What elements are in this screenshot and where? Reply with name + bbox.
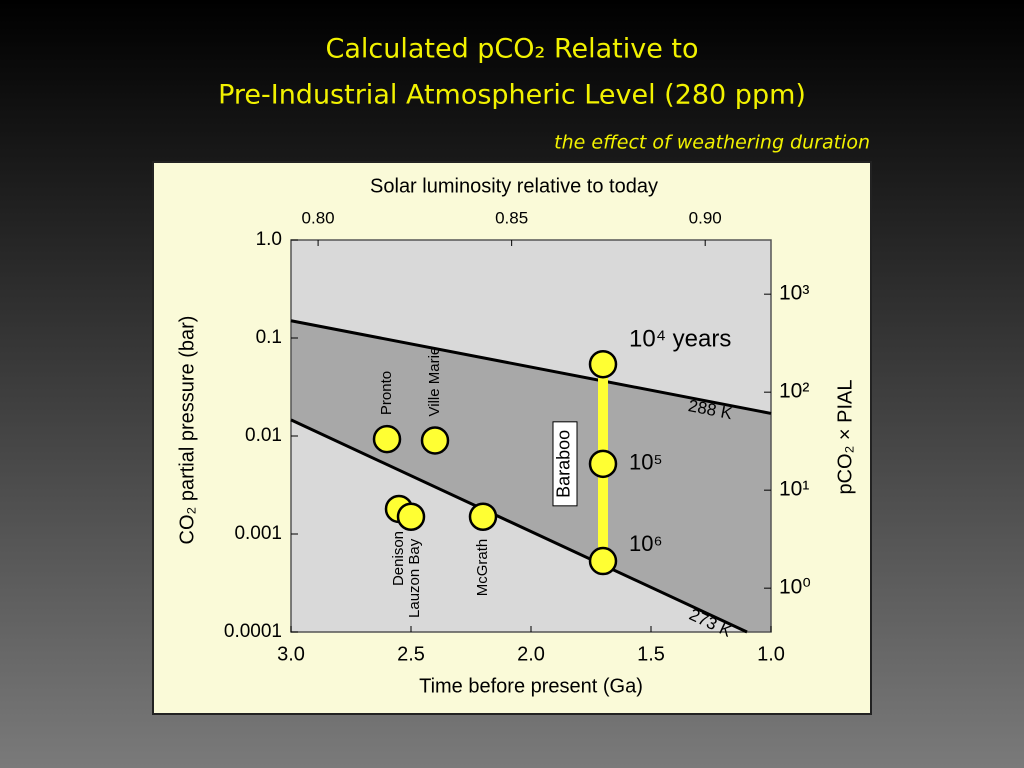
- title-line: Pre-Industrial Atmospheric Level (280 pp…: [218, 80, 806, 111]
- y2-tick-label: 10¹: [779, 478, 809, 501]
- data-point: [396, 502, 426, 531]
- data-point: [588, 546, 618, 576]
- y2-tick-label: 10²: [779, 380, 809, 403]
- point-label: 10⁴ years: [629, 326, 731, 353]
- subtitle: the effect of weathering duration: [554, 132, 870, 154]
- y2-tick-label: 10³: [779, 282, 809, 305]
- y-tick-label: 0.01: [245, 425, 282, 446]
- y-tick-label: 0.0001: [224, 621, 282, 642]
- x-tick-label: 1.0: [757, 643, 785, 665]
- site-label: Baraboo: [554, 430, 574, 498]
- site-label: Ville Marie: [426, 347, 443, 417]
- data-point: [468, 502, 498, 531]
- y-tick-label: 0.001: [234, 523, 282, 544]
- x2-tick-label: 0.85: [495, 208, 528, 227]
- y-tick-label: 0.1: [256, 327, 282, 348]
- x-axis-label: Time before present (Ga): [419, 675, 643, 697]
- x2-axis-label: Solar luminosity relative to today: [370, 175, 658, 197]
- point-label: 10⁵: [629, 450, 663, 475]
- site-label: McGrath: [474, 539, 491, 597]
- x-tick-label: 1.5: [637, 643, 665, 665]
- x2-tick-label: 0.90: [689, 208, 722, 227]
- label-box: [552, 421, 578, 507]
- y-tick-label: 1.0: [256, 229, 282, 250]
- point-label: 10⁶: [629, 531, 663, 556]
- x-tick-label: 3.0: [277, 643, 305, 665]
- data-point: [588, 349, 618, 379]
- data-point: [588, 449, 618, 479]
- band: [291, 320, 771, 632]
- site-label: Pronto: [378, 371, 395, 415]
- temperature-line: [290, 418, 748, 634]
- y2-tick-label: 10⁰: [779, 576, 811, 599]
- x-tick-label: 2.5: [397, 643, 425, 665]
- x2-tick-label: 0.80: [302, 208, 335, 227]
- y2-axis-label: pCO₂ × PIAL: [834, 379, 856, 494]
- x-tick-label: 2.0: [517, 643, 545, 665]
- data-point: [420, 426, 450, 455]
- site-label: Lauzon Bay: [406, 538, 423, 618]
- y-axis-label: CO₂ partial pressure (bar): [176, 316, 198, 545]
- data-point: [372, 424, 402, 454]
- title-line: Calculated pCO₂ Relative to: [325, 34, 698, 65]
- temperature-line: [290, 319, 772, 415]
- site-label: Denison: [390, 531, 407, 586]
